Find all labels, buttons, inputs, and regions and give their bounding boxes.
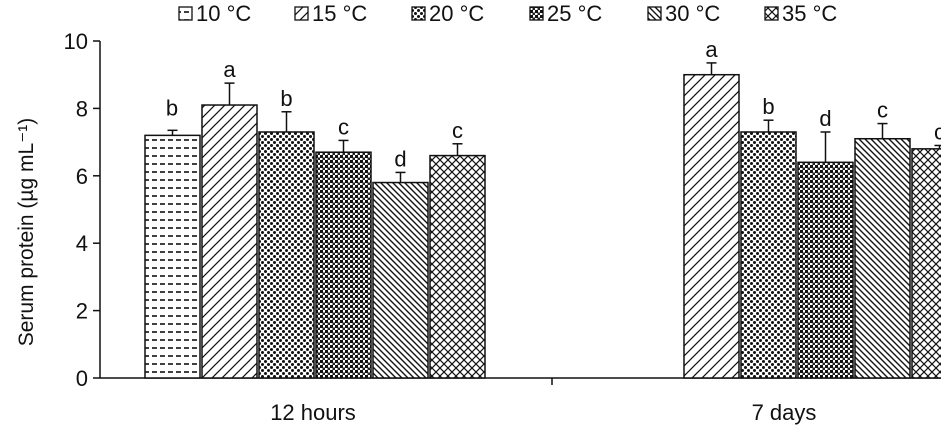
significance-label: b xyxy=(280,86,292,111)
significance-label: b xyxy=(166,95,178,120)
legend-label: 25 °C xyxy=(547,1,602,26)
bar xyxy=(201,104,258,379)
legend-item: 30 °C xyxy=(647,1,720,26)
legend-item: 15 °C xyxy=(294,1,367,26)
bar xyxy=(372,181,429,379)
significance-label: d xyxy=(394,146,406,171)
x-category-label: 12 hours xyxy=(270,400,356,425)
significance-label: c xyxy=(934,119,941,144)
legend-swatch xyxy=(764,6,779,21)
bar xyxy=(797,161,854,379)
bar xyxy=(911,148,941,379)
significance-label: a xyxy=(705,37,718,62)
y-tick-label: 8 xyxy=(76,96,88,121)
bars: b a a b b c d d c c c xyxy=(144,37,941,379)
legend: 10 °C 15 °C 20 °C 25 °C 30 °C 35 °C xyxy=(178,1,837,26)
legend-item: 20 °C xyxy=(411,1,484,26)
legend-item: 10 °C xyxy=(178,1,251,26)
significance-label: d xyxy=(819,106,831,131)
legend-item: 25 °C xyxy=(529,1,602,26)
y-tick-label: 10 xyxy=(64,29,88,54)
x-category-label: 7 days xyxy=(752,400,817,425)
legend-label: 30 °C xyxy=(665,1,720,26)
bar xyxy=(315,151,372,379)
bar xyxy=(740,131,797,379)
legend-swatch xyxy=(411,6,426,21)
bar xyxy=(144,134,201,379)
legend-swatch xyxy=(178,6,193,21)
bar xyxy=(683,73,740,379)
legend-swatch xyxy=(529,6,544,21)
y-tick-label: 6 xyxy=(76,164,88,189)
bar xyxy=(854,137,911,379)
bar xyxy=(258,131,315,379)
y-axis-label: Serum protein (µg mL⁻¹) xyxy=(15,118,38,347)
legend-label: 20 °C xyxy=(429,1,484,26)
significance-label: b xyxy=(762,94,774,119)
legend-item: 35 °C xyxy=(764,1,837,26)
legend-label: 10 °C xyxy=(196,1,251,26)
significance-label: a xyxy=(223,57,236,82)
bar xyxy=(429,154,486,379)
legend-label: 15 °C xyxy=(312,1,367,26)
y-tick-label: 0 xyxy=(76,366,88,391)
legend-swatch xyxy=(294,6,309,21)
y-tick-label: 2 xyxy=(76,299,88,324)
significance-label: c xyxy=(452,118,463,143)
legend-swatch xyxy=(647,6,662,21)
significance-label: c xyxy=(877,98,888,123)
y-tick-label: 4 xyxy=(76,231,88,256)
legend-label: 35 °C xyxy=(782,1,837,26)
significance-label: c xyxy=(338,114,349,139)
